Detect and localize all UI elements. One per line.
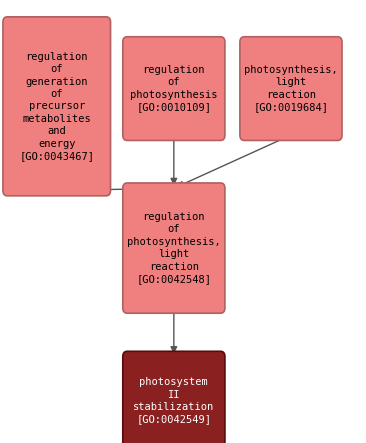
FancyBboxPatch shape: [3, 17, 111, 196]
Text: photosystem
II
stabilization
[GO:0042549]: photosystem II stabilization [GO:0042549…: [133, 377, 214, 424]
Text: regulation
of
generation
of
precursor
metabolites
and
energy
[GO:0043467]: regulation of generation of precursor me…: [19, 52, 94, 161]
Text: regulation
of
photosynthesis
[GO:0010109]: regulation of photosynthesis [GO:0010109…: [130, 65, 218, 112]
FancyBboxPatch shape: [123, 183, 225, 313]
FancyBboxPatch shape: [123, 351, 225, 443]
Text: photosynthesis,
light
reaction
[GO:0019684]: photosynthesis, light reaction [GO:00196…: [244, 65, 338, 112]
FancyBboxPatch shape: [240, 37, 342, 140]
Text: regulation
of
photosynthesis,
light
reaction
[GO:0042548]: regulation of photosynthesis, light reac…: [127, 212, 221, 284]
FancyBboxPatch shape: [123, 37, 225, 140]
